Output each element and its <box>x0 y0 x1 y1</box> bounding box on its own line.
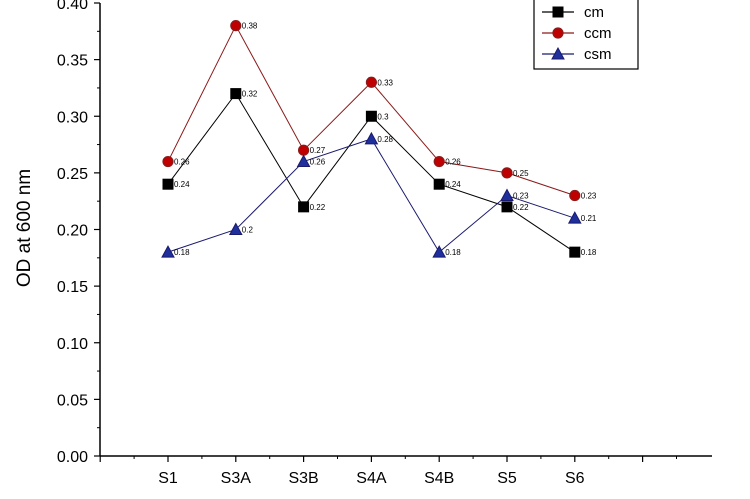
data-point-csm <box>567 211 582 224</box>
y-tick-label: 0.00 <box>57 449 88 466</box>
data-label-csm: 0.18 <box>445 248 461 257</box>
data-point-ccm <box>365 76 377 88</box>
data-point-cm <box>433 178 445 190</box>
data-label-csm: 0.23 <box>513 192 529 201</box>
data-point-ccm <box>162 155 174 168</box>
data-label-csm: 0.21 <box>581 214 597 223</box>
x-tick-label: S5 <box>497 470 517 487</box>
legend-marker-cm <box>552 6 564 18</box>
data-label-cm: 0.22 <box>513 203 529 212</box>
data-point-csm <box>364 131 379 145</box>
data-label-ccm: 0.25 <box>513 169 529 178</box>
data-label-ccm: 0.27 <box>310 146 326 155</box>
data-label-cm: 0.3 <box>377 112 389 121</box>
series-ccm: 0.26 0.38 0.27 0.33 0.26 0.25 0.23 <box>162 20 597 202</box>
data-point-ccm <box>433 155 445 168</box>
x-tick-label: S1 <box>158 470 178 487</box>
data-point-ccm <box>501 167 513 179</box>
data-point-cm <box>230 88 242 100</box>
data-label-ccm: 0.23 <box>581 192 597 201</box>
data-point-ccm <box>569 189 581 202</box>
data-label-csm: 0.2 <box>242 226 254 235</box>
legend-item-cm: cm <box>542 4 604 21</box>
data-point-csm <box>228 222 243 235</box>
data-point-cm <box>569 246 581 258</box>
data-point-ccm <box>298 144 310 156</box>
y-axis-title: OD at 600 nm <box>14 169 35 287</box>
series-csm: 0.18 0.2 0.26 0.28 0.18 0.23 0.21 <box>161 131 597 258</box>
x-tick-label: S4B <box>424 470 454 487</box>
axes: 0.00 0.05 0.10 0.15 0.20 0.25 0.30 0.35 0.40 S1 S3… <box>57 0 712 487</box>
y-tick-label: 0.20 <box>57 223 88 240</box>
legend-marker-ccm <box>552 27 564 39</box>
legend-marker-csm <box>551 46 565 60</box>
series-cm: 0.24 0.32 0.22 0.3 0.24 0.22 0.18 <box>162 88 597 258</box>
data-label-cm: 0.32 <box>242 90 258 99</box>
y-tick-label: 0.40 <box>57 0 88 13</box>
data-label-cm: 0.18 <box>581 248 597 257</box>
legend: cm ccm csm <box>533 0 639 70</box>
data-point-csm <box>432 245 447 258</box>
data-point-csm <box>161 245 175 258</box>
data-point-cm <box>365 110 377 122</box>
data-label-ccm: 0.38 <box>242 22 258 31</box>
series-layer: 0.240.320.220.30.240.220.180.260.380.270… <box>161 20 597 258</box>
data-point-csm <box>296 154 311 168</box>
x-tick-label: S3A <box>221 470 252 487</box>
y-tick-label: 0.30 <box>57 109 88 126</box>
data-label-cm: 0.22 <box>310 203 326 212</box>
y-tick-label: 0.10 <box>57 336 88 353</box>
data-label-csm: 0.26 <box>310 158 326 167</box>
legend-item-ccm: ccm <box>542 25 612 42</box>
data-label-ccm: 0.33 <box>377 78 393 87</box>
data-label-csm: 0.18 <box>174 248 190 257</box>
legend-label: csm <box>584 46 612 63</box>
y-tick-label: 0.25 <box>57 166 88 183</box>
data-label-cm: 0.24 <box>174 180 190 189</box>
legend-label: ccm <box>584 25 612 42</box>
y-tick-label: 0.35 <box>57 53 88 70</box>
legend-label: cm <box>584 4 604 21</box>
data-point-cm <box>162 178 174 190</box>
data-point-cm <box>298 201 310 213</box>
data-point-csm <box>500 188 514 202</box>
data-point-ccm <box>230 20 242 32</box>
data-label-ccm: 0.26 <box>174 158 190 167</box>
x-tick-label: S6 <box>565 470 585 487</box>
y-tick-label: 0.15 <box>57 279 88 296</box>
x-tick-label: S3B <box>288 470 318 487</box>
data-label-ccm: 0.26 <box>445 158 461 167</box>
x-tick-label: S4A <box>356 470 387 487</box>
y-tick-label: 0.05 <box>57 392 88 409</box>
data-point-cm <box>501 201 513 213</box>
data-label-cm: 0.24 <box>445 180 461 189</box>
legend-item-csm: csm <box>542 46 612 63</box>
data-label-csm: 0.28 <box>377 135 393 144</box>
